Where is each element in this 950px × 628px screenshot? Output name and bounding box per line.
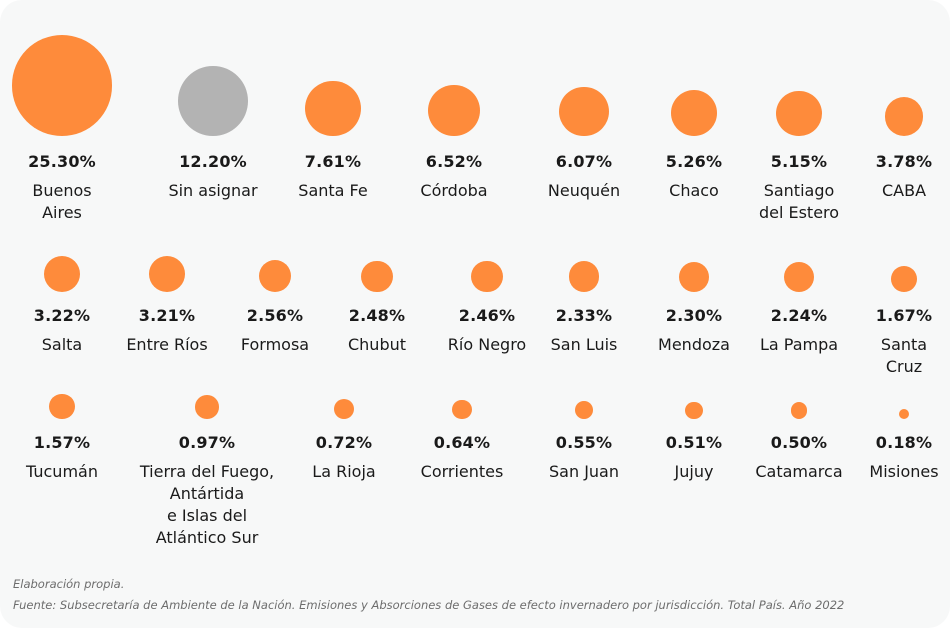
- bubble-value-label: 2.30%: [665, 306, 723, 325]
- bubble-name-label: Río Negro: [447, 335, 527, 354]
- bubble-name-label: Formosa: [240, 335, 310, 354]
- bubble: [568, 261, 600, 292]
- bubble: [671, 90, 717, 136]
- bubble-name-label: La Pampa: [759, 335, 839, 354]
- bubble-name-label: Mendoza: [658, 335, 730, 354]
- bubble-value-label: 2.24%: [770, 306, 828, 325]
- bubble: [44, 256, 80, 292]
- bubble-value-label: 0.97%: [178, 433, 236, 452]
- bubble-name-label: Santa Fe: [298, 181, 368, 200]
- bubble-value-label: 7.61%: [304, 152, 362, 171]
- bubble-name-label: Misiones: [869, 462, 939, 481]
- bubble-value-label: 0.51%: [665, 433, 723, 452]
- bubble-name-label: Chaco: [669, 181, 719, 200]
- bubble-value-label: 3.78%: [875, 152, 933, 171]
- bubble: [259, 260, 291, 292]
- bubble-value-label: 5.26%: [665, 152, 723, 171]
- bubble-value-label: 2.46%: [458, 306, 516, 325]
- bubble: [891, 266, 917, 292]
- bubble-name-label: La Rioja: [312, 462, 376, 481]
- bubble-value-label: 6.07%: [555, 152, 613, 171]
- bubble: [898, 408, 910, 419]
- bubble-name-label: Catamarca: [755, 462, 843, 481]
- bubble-name-label: Neuquén: [547, 181, 621, 200]
- bubble: [361, 260, 393, 292]
- bubble-name-label: Santiago del Estero: [758, 181, 840, 222]
- bubble-name-label: Córdoba: [420, 181, 488, 200]
- bubble: [49, 393, 75, 419]
- bubble-value-label: 3.22%: [33, 306, 91, 325]
- bubble: [11, 35, 113, 136]
- bubble: [784, 262, 814, 292]
- bubble-value-label: 0.55%: [555, 433, 613, 452]
- bubble-name-label: CABA: [881, 181, 927, 200]
- bubble-value-label: 1.57%: [33, 433, 91, 452]
- bubble: [790, 402, 808, 419]
- bubble-value-label: 3.21%: [138, 306, 196, 325]
- bubble-value-label: 0.72%: [315, 433, 373, 452]
- bubble: [575, 401, 593, 419]
- bubble: [333, 398, 355, 419]
- bubble-name-label: Corrientes: [420, 462, 504, 481]
- bubble-name-label: Buenos Aires: [32, 181, 92, 222]
- bubble-name-label: Chubut: [347, 335, 407, 354]
- bubble-value-label: 0.18%: [875, 433, 933, 452]
- bubble-value-label: 1.67%: [875, 306, 933, 325]
- bubble-value-label: 0.50%: [770, 433, 828, 452]
- bubble: [559, 86, 609, 136]
- bubble-value-label: 6.52%: [425, 152, 483, 171]
- bubble: [428, 84, 480, 136]
- bubble-name-label: Jujuy: [674, 462, 714, 481]
- bubble-value-label: 25.30%: [28, 152, 96, 171]
- bubble-value-label: 2.33%: [555, 306, 613, 325]
- bubble-name-label: Tucumán: [26, 462, 98, 481]
- bubble: [149, 256, 185, 292]
- bubble-name-label: Santa Cruz: [880, 335, 928, 376]
- bubble-value-label: 12.20%: [179, 152, 247, 171]
- bubble-name-label: San Juan: [549, 462, 619, 481]
- bubble-value-label: 2.56%: [246, 306, 304, 325]
- bubble: [195, 395, 219, 419]
- bubble: [776, 90, 822, 136]
- bubble-value-label: 5.15%: [770, 152, 828, 171]
- footer-note: Elaboración propia.: [13, 577, 125, 591]
- bubble-name-label: Tierra del Fuego, Antártida e Islas del …: [139, 462, 275, 547]
- bubble: [884, 97, 924, 136]
- bubble-name-label: Entre Ríos: [126, 335, 208, 354]
- bubble: [178, 66, 248, 136]
- bubble-value-label: 0.64%: [433, 433, 491, 452]
- bubble-name-label: Sin asignar: [168, 181, 258, 200]
- bubble: [678, 261, 710, 292]
- bubble-value-label: 2.48%: [348, 306, 406, 325]
- bubble-name-label: Salta: [41, 335, 83, 354]
- footer-source: Fuente: Subsecretaría de Ambiente de la …: [13, 598, 845, 612]
- bubble: [685, 401, 703, 419]
- bubble: [305, 80, 361, 136]
- bubble: [452, 399, 472, 419]
- bubble: [471, 260, 503, 292]
- bubble-name-label: San Luis: [550, 335, 618, 354]
